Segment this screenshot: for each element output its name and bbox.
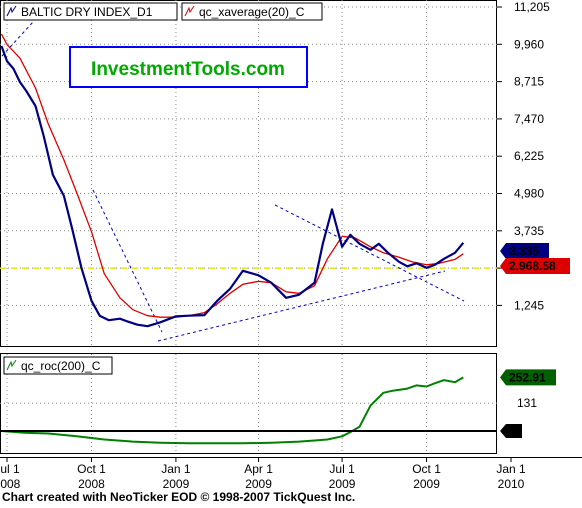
indicator-legend: qc_roc(200)_C: [3, 356, 113, 375]
last-value-xaverage: 2,968.58: [500, 258, 570, 274]
y-tick-label: 11,205: [514, 0, 550, 14]
x-tick-year: 2010: [498, 477, 525, 491]
legend-box: [181, 2, 323, 21]
trend-line: [157, 270, 446, 342]
y-tick-label: 8,715: [514, 75, 544, 89]
value-flag-text: 2,968.58: [509, 259, 556, 273]
y-tick-label: 3,735: [514, 224, 544, 238]
x-tick-year: 2009: [413, 477, 440, 491]
watermark-text: InvestmentTools.com: [91, 59, 285, 80]
indicator-y-axis: 131 0: [500, 396, 537, 438]
x-tick-year: 2009: [245, 477, 272, 491]
trend-lines: [1, 21, 465, 342]
y-tick-label: 1,245: [514, 298, 544, 312]
series-layer: [0, 33, 465, 445]
x-tick-label: Jul 1: [329, 462, 355, 476]
series-bdi-line: [0, 45, 465, 328]
x-tick-label: Jul 1: [0, 462, 20, 476]
value-flag-text: 252.91: [509, 370, 546, 384]
value-flag: [500, 243, 549, 259]
line-icon: [6, 359, 17, 371]
trend-line: [92, 189, 163, 333]
value-flag-text: 0: [512, 424, 519, 438]
value-flag: [500, 424, 522, 438]
x-tick-year: 2009: [163, 477, 190, 491]
x-tick-label: Oct 1: [412, 462, 441, 476]
last-value-roc: 252.91: [500, 369, 556, 386]
watermark-box: [69, 46, 308, 88]
price-legend: BALTIC DRY INDEX_D1 qc_xaverage(20)_C: [3, 2, 323, 21]
y-tick-label: 9,960: [514, 37, 544, 51]
x-tick-label: Jan 1: [161, 462, 191, 476]
value-flag: [500, 369, 556, 386]
x-tick-label: Apr 1: [244, 462, 273, 476]
y-tick-label: 4,980: [514, 187, 544, 201]
zero-value-label: 0: [500, 424, 522, 438]
legend-box: [3, 356, 113, 375]
x-tick-year: 2008: [0, 477, 21, 491]
legend-series-2: qc_xaverage(20)_C: [199, 5, 305, 19]
value-flag-text: 3,335: [509, 244, 539, 258]
legend-box: [3, 2, 178, 21]
x-tick-year: 2008: [78, 477, 105, 491]
y-tick-label: 131: [517, 396, 537, 410]
value-flag: [500, 258, 570, 274]
x-tick-label: Oct 1: [77, 462, 106, 476]
legend-series-1: BALTIC DRY INDEX_D1: [21, 5, 153, 19]
y-tick-label: 6,225: [514, 149, 544, 163]
footer-credit: Chart created with NeoTicker EOD © 1998-…: [2, 490, 356, 504]
trend-line: [274, 204, 465, 302]
last-value-bdi: 3,335: [500, 243, 549, 259]
line-icon: [6, 5, 17, 17]
series-roc-line: [1, 376, 464, 445]
x-tick-label: Jan 1: [496, 462, 526, 476]
watermark: InvestmentTools.com: [69, 46, 308, 88]
line-icon: [184, 5, 195, 17]
x-tick-year: 2009: [329, 477, 356, 491]
legend-series-roc: qc_roc(200)_C: [21, 359, 101, 373]
y-tick-label: 7,470: [514, 112, 544, 126]
trend-line: [1, 21, 34, 57]
